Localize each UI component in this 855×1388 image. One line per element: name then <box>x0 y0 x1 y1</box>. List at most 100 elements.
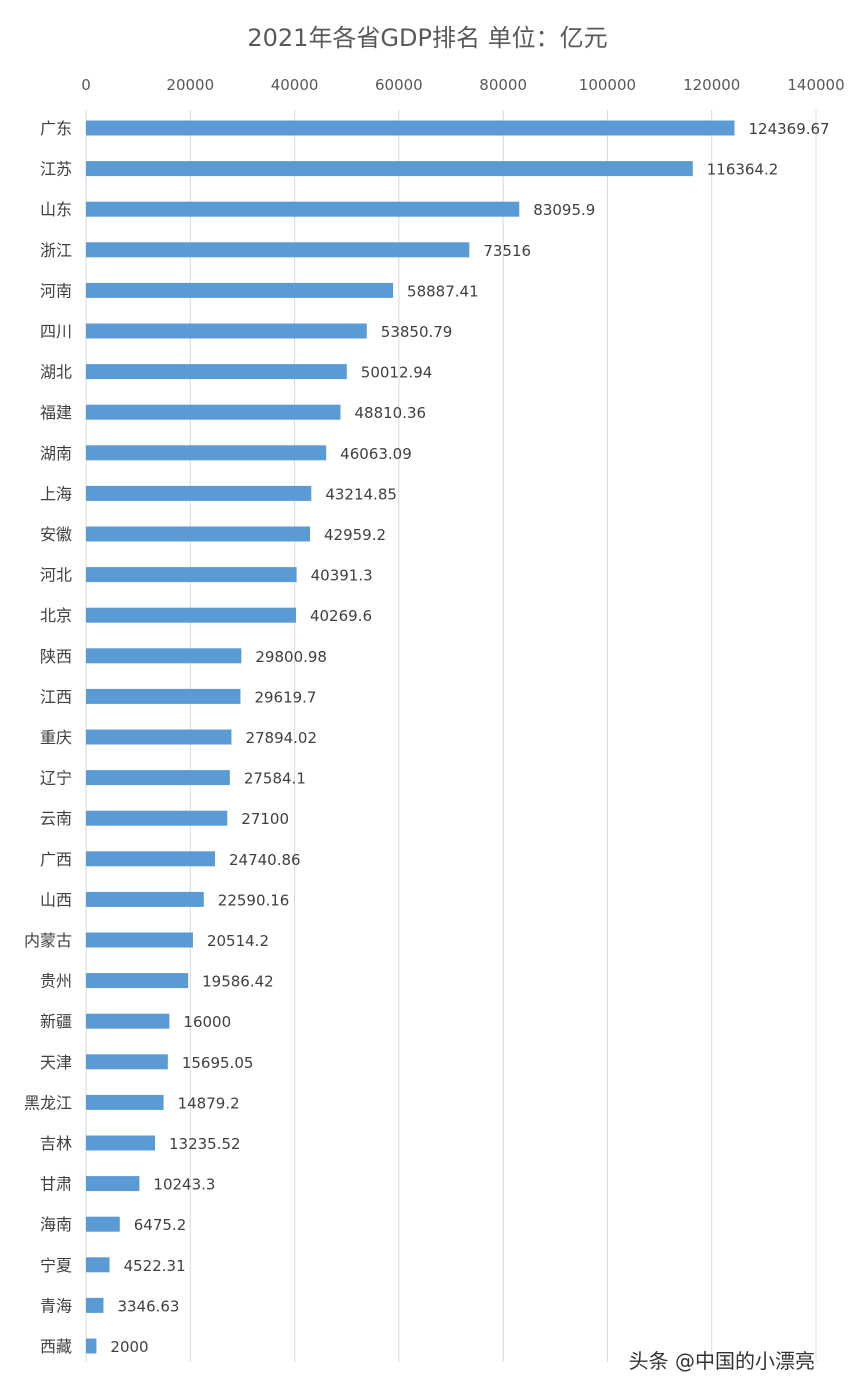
x-tick-label: 40000 <box>271 76 319 94</box>
bar <box>86 1135 156 1151</box>
category-label: 黑龙江 <box>24 1093 72 1112</box>
value-label: 3346.63 <box>117 1297 179 1315</box>
category-label: 内蒙古 <box>24 931 72 950</box>
category-label: 广东 <box>40 119 72 138</box>
value-label: 2000 <box>110 1338 148 1356</box>
value-label: 4522.31 <box>124 1257 186 1275</box>
category-label: 云南 <box>40 809 72 828</box>
category-label: 辽宁 <box>40 769 72 788</box>
bar <box>86 201 520 217</box>
category-label: 重庆 <box>40 728 72 747</box>
x-tick-label: 60000 <box>375 76 423 94</box>
value-label: 19586.42 <box>202 973 274 991</box>
x-axis-ticks: 0 20000 40000 60000 80000 100000 120000 140000 <box>81 76 844 94</box>
value-label: 29619.7 <box>254 688 316 706</box>
x-tick-label: 20000 <box>166 76 214 94</box>
bar <box>86 770 230 786</box>
category-label: 山西 <box>40 890 72 909</box>
bar <box>86 1094 164 1110</box>
category-label: 广西 <box>40 850 72 869</box>
bar <box>86 1338 97 1354</box>
chart-title: 2021年各省GDP排名 单位：亿元 <box>247 24 608 52</box>
category-label: 浙江 <box>40 241 72 260</box>
bar <box>86 851 216 867</box>
bar <box>86 1054 168 1070</box>
category-label: 江苏 <box>40 160 72 179</box>
category-label: 陕西 <box>40 647 72 666</box>
value-label: 29800.98 <box>255 648 327 666</box>
bar <box>86 607 296 623</box>
x-tick-label: 100000 <box>579 76 636 94</box>
bar <box>86 1297 104 1313</box>
category-label: 湖南 <box>40 444 72 463</box>
category-label: 四川 <box>40 322 72 341</box>
bar <box>86 242 470 258</box>
bar <box>86 932 193 948</box>
bar <box>86 729 232 745</box>
bar <box>86 445 327 461</box>
category-label: 湖北 <box>40 363 72 382</box>
value-label: 124369.67 <box>748 120 829 138</box>
bar <box>86 485 312 501</box>
category-label: 福建 <box>40 403 72 422</box>
bar <box>86 810 228 826</box>
bar <box>86 1216 120 1232</box>
bar <box>86 1257 110 1273</box>
value-label: 16000 <box>183 1013 231 1031</box>
value-label: 22590.16 <box>218 891 290 909</box>
bar <box>86 120 735 136</box>
value-label: 13235.52 <box>169 1135 241 1153</box>
category-label: 北京 <box>40 606 72 625</box>
bar <box>86 688 241 704</box>
value-label: 40391.3 <box>311 567 373 585</box>
bar <box>86 891 204 907</box>
category-label: 江西 <box>40 687 72 706</box>
value-label: 43214.85 <box>325 485 397 503</box>
value-label: 27100 <box>241 810 289 828</box>
bar <box>86 648 242 664</box>
category-labels: 广东江苏山东浙江河南四川湖北福建湖南上海安徽河北北京陕西江西重庆辽宁云南广西山西… <box>24 119 72 1356</box>
value-label: 14879.2 <box>178 1094 240 1112</box>
bar <box>86 364 347 380</box>
x-tick-label: 140000 <box>787 76 844 94</box>
value-label: 48810.36 <box>355 404 427 422</box>
value-label: 42959.2 <box>324 526 386 544</box>
x-tick-label: 120000 <box>683 76 740 94</box>
category-label: 贵州 <box>40 972 72 991</box>
bar <box>86 323 367 339</box>
value-label: 27584.1 <box>244 770 306 788</box>
bar <box>86 526 311 542</box>
bar <box>86 1013 170 1029</box>
category-label: 安徽 <box>40 525 72 544</box>
category-label: 海南 <box>40 1215 72 1234</box>
value-label: 116364.2 <box>707 161 779 179</box>
bar <box>86 1176 140 1192</box>
value-label: 73516 <box>483 242 531 260</box>
x-tick-label: 80000 <box>479 76 527 94</box>
category-label: 甘肃 <box>40 1175 72 1194</box>
category-label: 新疆 <box>40 1012 72 1031</box>
bar <box>86 404 341 420</box>
bar <box>86 282 394 298</box>
category-label: 天津 <box>40 1053 72 1072</box>
value-label: 6475.2 <box>134 1216 187 1234</box>
value-label: 83095.9 <box>533 201 595 219</box>
category-label: 山东 <box>40 200 72 219</box>
category-label: 宁夏 <box>40 1256 72 1275</box>
value-label: 53850.79 <box>381 323 453 341</box>
value-label: 20514.2 <box>207 932 269 950</box>
value-label: 40269.6 <box>310 607 372 625</box>
value-label: 27894.02 <box>245 729 317 747</box>
category-label: 河南 <box>40 281 72 300</box>
bar <box>86 973 189 989</box>
value-label: 24740.86 <box>229 851 301 869</box>
category-label: 西藏 <box>40 1337 72 1356</box>
bars <box>86 120 735 1354</box>
value-label: 15695.05 <box>182 1054 254 1072</box>
value-label: 58887.41 <box>407 282 479 300</box>
bar <box>86 567 297 583</box>
bar <box>86 161 693 177</box>
value-label: 46063.09 <box>340 445 412 463</box>
category-label: 吉林 <box>40 1134 72 1153</box>
